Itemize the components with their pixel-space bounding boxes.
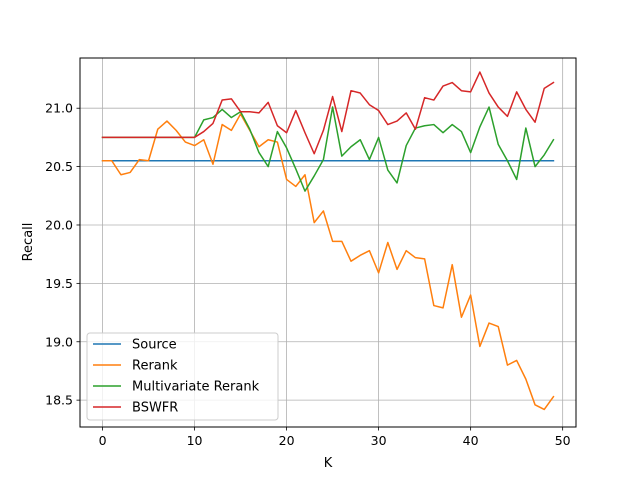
series-line-rerank — [101, 113, 555, 411]
axis-ticks: 0 10 20 30 40 50 18.5 19.0 19.5 20.0 20.5 21.0 — [45, 101, 571, 448]
x-tick-label: 30 — [371, 433, 387, 448]
x-tick-label: 40 — [463, 433, 479, 448]
y-axis-label: Recall — [21, 223, 36, 262]
y-tick-label: 20.0 — [45, 217, 73, 232]
y-tick-label: 21.0 — [45, 101, 73, 116]
legend-label: BSWFR — [132, 401, 178, 416]
series-lines — [101, 71, 555, 411]
y-tick-label: 20.5 — [45, 159, 73, 174]
legend-label: Rerank — [132, 359, 178, 374]
x-tick-label: 10 — [187, 433, 203, 448]
legend-label: Multivariate Rerank — [132, 380, 260, 395]
y-tick-label: 19.5 — [45, 276, 73, 291]
y-tick-label: 19.0 — [45, 334, 73, 349]
x-axis-label: K — [324, 456, 333, 471]
series-line-bswfr — [101, 71, 555, 155]
legend: Source Rerank Multivariate Rerank BSWFR — [86, 332, 279, 421]
x-tick-label: 0 — [99, 433, 107, 448]
legend-box — [86, 332, 279, 421]
legend-label: Source — [132, 338, 177, 353]
plot-frame — [79, 57, 577, 428]
y-tick-label: 18.5 — [45, 393, 73, 408]
x-tick-label: 20 — [279, 433, 295, 448]
x-tick-label: 50 — [555, 433, 571, 448]
